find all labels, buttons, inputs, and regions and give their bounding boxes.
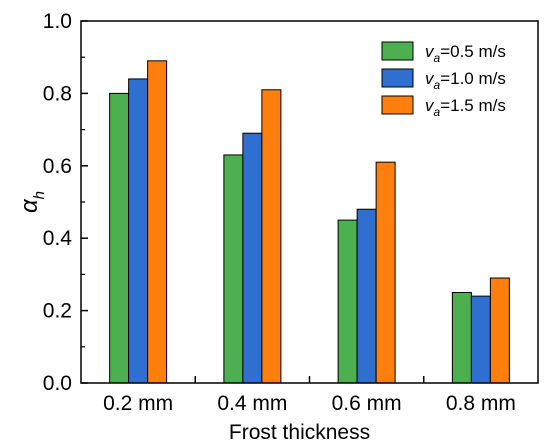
y-tick-label: 0.4 <box>43 227 73 250</box>
legend: va=0.5 m/s va=1.0 m/s va=1.5 m/s <box>381 41 506 119</box>
legend-swatch <box>381 41 414 61</box>
x-tick-label: 0.8 mm <box>446 392 516 415</box>
bar-1.0-0.4mm <box>242 132 263 384</box>
legend-label: va=0.5 m/s <box>425 42 506 65</box>
bar-0.5-0.8mm <box>451 292 472 384</box>
bar-1.0-0.6mm <box>356 208 377 384</box>
x-tick-label: 0.6 mm <box>332 392 402 415</box>
bar-0.5-0.4mm <box>223 154 244 384</box>
bar-1.5-0.2mm <box>147 60 168 384</box>
bar-0.5-0.6mm <box>337 219 358 384</box>
y-tick-label: 0.8 <box>43 82 72 105</box>
y-tick-label: 0.0 <box>43 372 72 395</box>
bar-1.5-0.8mm <box>489 277 510 384</box>
y-tick-label: 1.0 <box>43 10 72 33</box>
bar-0.5-0.2mm <box>109 92 130 384</box>
x-tick-label: 0.4 mm <box>217 392 287 415</box>
bar-1.5-0.6mm <box>375 161 396 384</box>
legend-label: va=1.5 m/s <box>425 96 506 119</box>
legend-swatch <box>381 95 414 115</box>
legend-swatch <box>381 68 414 88</box>
bar-1.0-0.8mm <box>470 295 491 384</box>
legend-label: va=1.0 m/s <box>425 69 506 92</box>
plot-area <box>109 60 510 384</box>
x-tick-label: 0.2 mm <box>103 392 173 415</box>
axes: 0.0 0.2 0.4 0.6 0.8 1.0 0.2 mm 0.4 mm 0.6 mm 0.8 … <box>16 10 539 444</box>
x-axis-label: Frost thickness <box>229 421 370 444</box>
y-tick-label: 0.6 <box>43 155 72 178</box>
bar-1.0-0.2mm <box>128 78 149 384</box>
y-axis-label: αh <box>16 191 48 213</box>
y-tick-label: 0.2 <box>43 300 72 323</box>
bar-1.5-0.4mm <box>261 89 282 384</box>
